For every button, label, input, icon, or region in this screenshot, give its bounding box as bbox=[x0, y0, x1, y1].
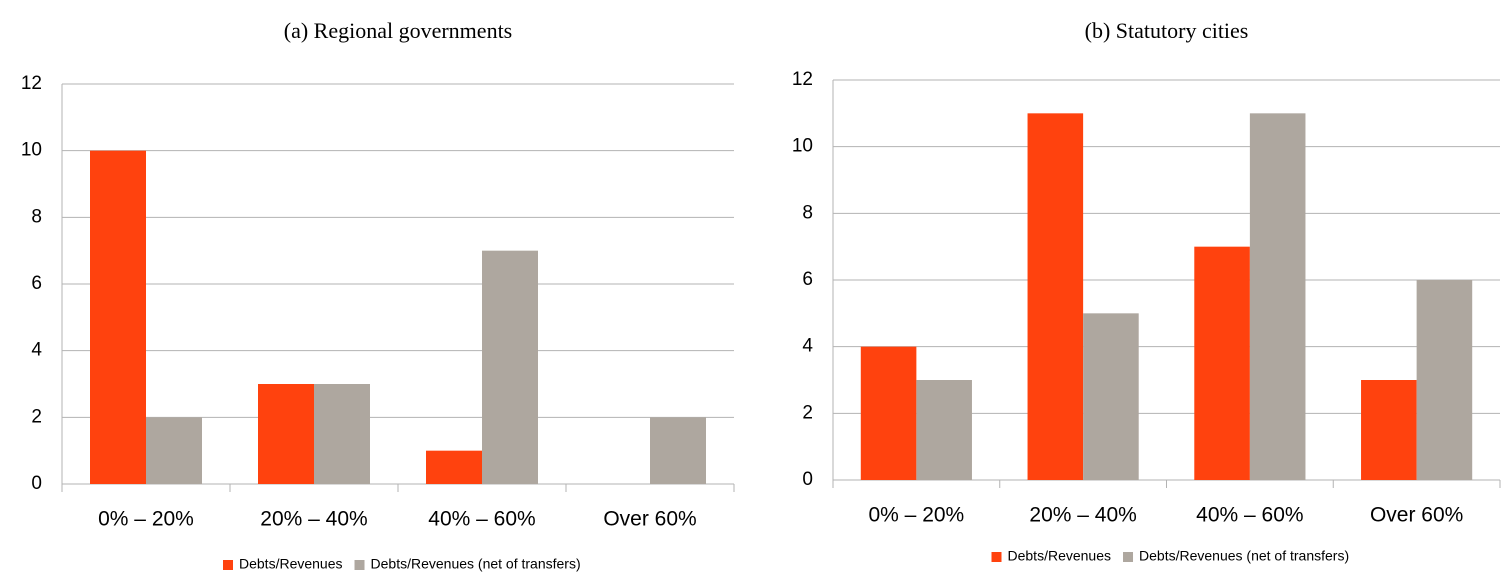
bar bbox=[426, 450, 482, 484]
y-tick-label: 12 bbox=[792, 69, 813, 90]
bar bbox=[314, 384, 370, 484]
bar bbox=[1083, 313, 1139, 480]
legend-label: Debts/Revenues (net of transfers) bbox=[1139, 548, 1349, 564]
bar bbox=[90, 150, 146, 484]
bar bbox=[650, 417, 706, 484]
legend-swatch bbox=[354, 560, 365, 570]
bar bbox=[146, 417, 202, 484]
y-tick-label: 2 bbox=[802, 402, 813, 423]
bar bbox=[1027, 113, 1084, 480]
x-tick-label: 20% – 40% bbox=[1029, 504, 1136, 527]
y-tick-label: 8 bbox=[31, 206, 42, 227]
x-tick-label: 0% – 20% bbox=[869, 504, 965, 527]
y-tick-label: 0 bbox=[802, 469, 813, 490]
y-tick-label: 4 bbox=[31, 340, 42, 361]
bar bbox=[482, 250, 538, 484]
legend-label: Debts/Revenues bbox=[239, 556, 343, 572]
x-tick-label: 0% – 20% bbox=[98, 508, 194, 531]
y-tick-label: 12 bbox=[21, 73, 42, 94]
legend-label: Debts/Revenues (net of transfers) bbox=[371, 556, 581, 572]
y-tick-label: 6 bbox=[31, 273, 42, 294]
y-tick-label: 8 bbox=[802, 202, 813, 223]
chart-title: (a) Regional governments bbox=[284, 18, 513, 43]
legend-label: Debts/Revenues bbox=[1008, 548, 1112, 564]
bar bbox=[916, 380, 972, 480]
x-tick-label: Over 60% bbox=[1370, 504, 1463, 527]
bar bbox=[1361, 380, 1417, 480]
x-tick-label: Over 60% bbox=[603, 508, 696, 531]
x-tick-label: 20% – 40% bbox=[260, 508, 367, 531]
y-tick-label: 10 bbox=[792, 136, 813, 157]
legend-swatch bbox=[1123, 552, 1134, 562]
bar bbox=[1194, 246, 1250, 480]
bar bbox=[860, 346, 917, 480]
y-tick-label: 4 bbox=[802, 336, 813, 357]
bar bbox=[1249, 113, 1306, 480]
chart-title: (b) Statutory cities bbox=[1085, 18, 1249, 43]
x-tick-label: 40% – 60% bbox=[1196, 504, 1303, 527]
x-tick-label: 40% – 60% bbox=[428, 508, 535, 531]
y-tick-label: 2 bbox=[31, 406, 42, 427]
bar bbox=[258, 384, 314, 484]
y-tick-label: 6 bbox=[802, 269, 813, 290]
bar bbox=[1416, 280, 1473, 480]
y-tick-label: 0 bbox=[31, 473, 42, 494]
legend-swatch bbox=[991, 552, 1002, 562]
legend-swatch bbox=[223, 560, 233, 570]
y-tick-label: 10 bbox=[21, 140, 42, 161]
